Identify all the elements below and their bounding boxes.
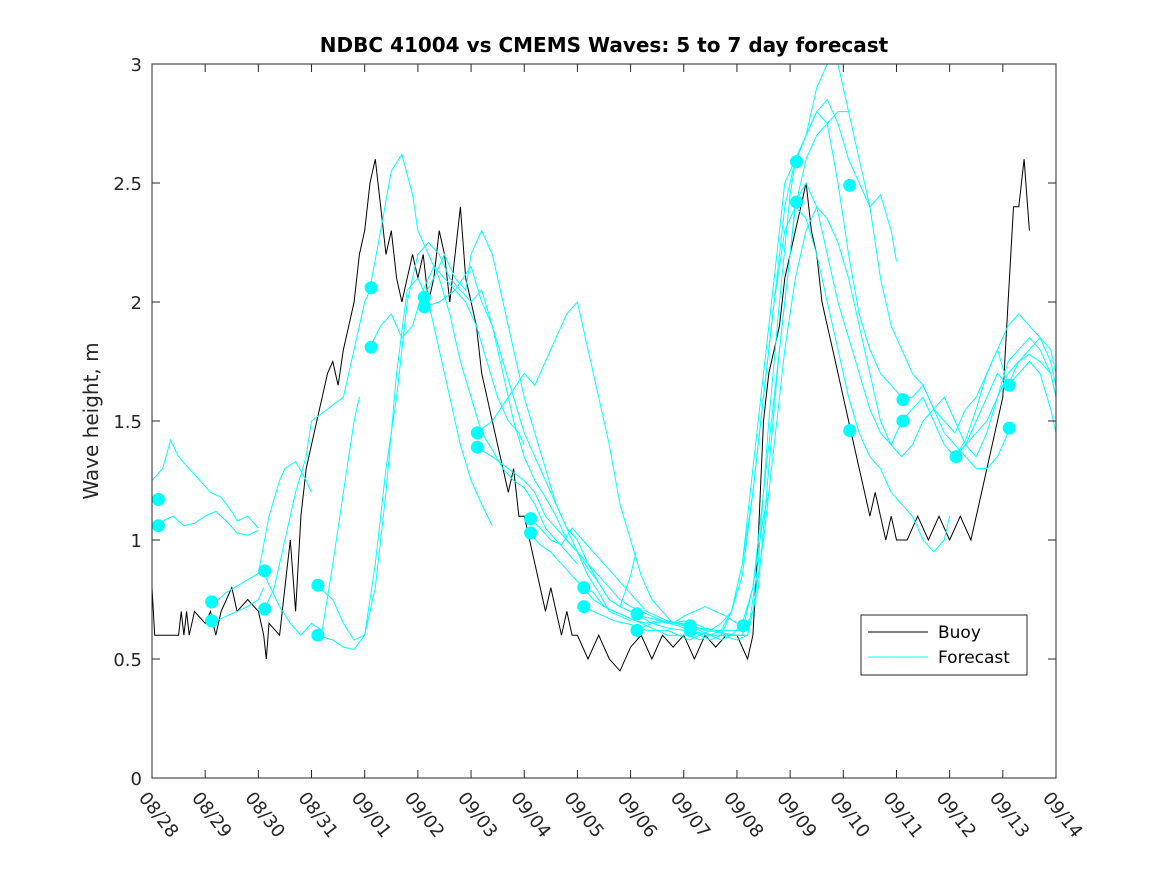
forecast-line-19 xyxy=(635,111,1009,631)
forecast-start-point xyxy=(736,619,750,633)
forecast-line-20 xyxy=(635,205,1056,636)
forecast-line-9 xyxy=(369,153,578,565)
forecast-line-5 xyxy=(263,289,371,612)
forecast-start-point xyxy=(1002,378,1016,392)
forecast-line-14 xyxy=(476,446,748,636)
forecast-start-point xyxy=(364,340,378,354)
forecast-start-point xyxy=(470,426,484,440)
forecast-line-18 xyxy=(582,205,951,641)
y-tick-label: 1.5 xyxy=(113,412,142,433)
forecast-line-2 xyxy=(152,510,259,536)
legend-forecast-label: Forecast xyxy=(938,648,1010,668)
forecast-start-point xyxy=(1002,421,1016,435)
forecast-line-7 xyxy=(316,241,637,641)
forecast-line-8 xyxy=(316,277,493,651)
y-axis-label: Wave height, m xyxy=(79,342,103,499)
forecast-start-point xyxy=(417,300,431,314)
y-tick-label: 3 xyxy=(131,55,142,76)
forecast-line-21 xyxy=(688,181,1056,636)
y-tick-label: 0 xyxy=(131,769,142,790)
forecast-line-6 xyxy=(263,397,360,636)
forecast-line-11 xyxy=(422,229,631,622)
forecast-line-10 xyxy=(369,265,525,446)
y-tick-label: 0.5 xyxy=(113,650,142,671)
forecast-line-4 xyxy=(210,460,312,607)
forecast-line-3 xyxy=(210,587,265,624)
forecast-start-point xyxy=(843,178,857,192)
forecast-start-point xyxy=(417,290,431,304)
forecast-start-point xyxy=(790,195,803,209)
forecast-start-point xyxy=(311,628,325,642)
plot-area xyxy=(151,63,1057,779)
y-tick-label: 2.5 xyxy=(113,174,142,195)
forecast-line-1 xyxy=(152,438,259,529)
forecast-start-point xyxy=(896,393,910,407)
forecast-start-point xyxy=(152,519,165,533)
forecast-start-point xyxy=(205,595,219,609)
forecast-start-point xyxy=(790,155,803,169)
forecast-start-point xyxy=(630,623,644,637)
legend-box xyxy=(860,614,1028,676)
forecast-start-point xyxy=(364,281,378,295)
forecast-line-17 xyxy=(582,98,897,641)
y-tick-label: 2 xyxy=(131,293,142,314)
forecast-start-point xyxy=(311,578,325,592)
forecast-start-point xyxy=(577,600,591,614)
forecast-start-point xyxy=(258,602,272,616)
legend-buoy-label: Buoy xyxy=(938,623,981,643)
forecast-start-point xyxy=(524,512,538,526)
forecast-start-point xyxy=(577,581,591,595)
forecast-line-15 xyxy=(529,492,770,641)
forecast-start-point xyxy=(524,526,538,540)
buoy-line xyxy=(152,159,1030,672)
forecast-start-point xyxy=(470,440,484,454)
forecast-line-22 xyxy=(688,110,1056,641)
data-layer xyxy=(152,64,1056,672)
legend: Buoy Forecast xyxy=(860,614,1028,676)
y-tick-label: 1 xyxy=(131,531,142,552)
forecast-line-13 xyxy=(476,300,738,624)
forecast-start-point xyxy=(205,614,219,628)
forecast-start-point xyxy=(683,623,697,637)
forecast-line-12 xyxy=(423,265,684,624)
forecast-start-point xyxy=(949,450,963,464)
forecast-start-point xyxy=(152,493,165,506)
y-axis-ticks: 0 0.5 1 1.5 2 2.5 3 xyxy=(113,55,1056,790)
chart-title: NDBC 41004 vs CMEMS Waves: 5 to 7 day fo… xyxy=(320,33,889,57)
forecast-start-point xyxy=(630,607,644,621)
forecast-start-point xyxy=(258,564,272,578)
forecast-start-point xyxy=(843,424,857,437)
forecast-start-point xyxy=(896,414,910,428)
